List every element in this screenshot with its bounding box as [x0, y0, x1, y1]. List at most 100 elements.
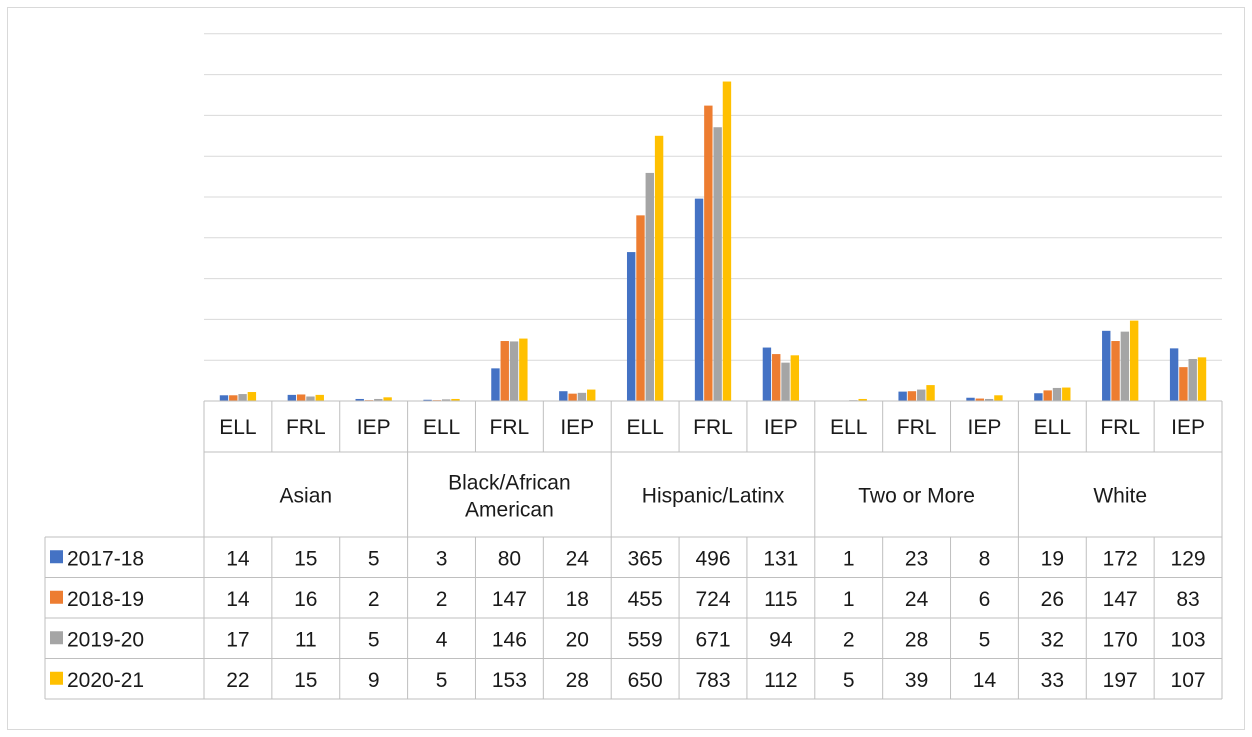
legend-swatch-2020-21 [50, 671, 63, 685]
data-table-value: 131 [763, 547, 798, 570]
group-label: Black/African [448, 472, 571, 495]
bar-2017-18-Hispanic/Latinx IEP [762, 347, 772, 401]
data-table-value: 17 [226, 628, 249, 651]
data-table-value: 94 [769, 628, 793, 651]
data-table-value: 24 [566, 547, 590, 570]
tick-label-ell: ELL [423, 416, 460, 439]
tick-label-frl: FRL [286, 416, 326, 439]
data-table-value: 19 [1041, 547, 1064, 570]
data-table-value: 5 [368, 547, 380, 570]
bar-2019-20-Hispanic/Latinx FRL [713, 127, 722, 402]
data-table-value: 5 [843, 669, 855, 692]
bar-2020-21-Two or More ELL [858, 398, 867, 401]
bar-2017-18-White FRL [1102, 330, 1111, 401]
bar-2019-20-Asian FRL [306, 396, 315, 401]
data-table-value: 455 [628, 588, 663, 611]
bar-2020-21-White IEP [1197, 357, 1207, 401]
data-table-value: 18 [566, 588, 589, 611]
tick-label-ell: ELL [1034, 416, 1071, 439]
bar-2017-18-White ELL [1034, 393, 1043, 401]
bar-2018-19-White IEP [1179, 367, 1188, 401]
bar-2017-18-Asian ELL [219, 395, 229, 401]
bar-2019-20-Hispanic/Latinx ELL [645, 172, 654, 401]
data-table-value: 15 [294, 669, 317, 692]
data-table-value: 146 [492, 628, 527, 651]
bar-2018-19-Black/African American FRL [500, 341, 509, 401]
data-table-value: 83 [1176, 588, 1199, 611]
bar-2019-20-Black/African American ELL [441, 399, 451, 401]
bar-2019-20-Asian IEP [374, 398, 383, 401]
data-table-value: 14 [973, 669, 997, 692]
data-table-value: 103 [1171, 628, 1206, 651]
bar-2019-20-Two or More FRL [917, 389, 926, 401]
data-table-value: 80 [498, 547, 521, 570]
data-table-value: 22 [226, 669, 249, 692]
data-table-value: 20 [566, 628, 589, 651]
bar-2020-21-Black/African American FRL [519, 338, 528, 401]
tick-label-frl: FRL [1100, 416, 1140, 439]
bar-2019-20-White ELL [1052, 387, 1062, 401]
bar-2018-19-Asian FRL [296, 394, 306, 401]
bar-2017-18-Black/African American IEP [559, 391, 568, 401]
tick-label-frl: FRL [897, 416, 937, 439]
data-table-value: 11 [295, 628, 317, 651]
data-table-value: 115 [764, 588, 797, 611]
legend-swatch-2019-20 [50, 631, 63, 645]
bar-2018-19-White FRL [1111, 341, 1120, 401]
bar-2017-18-Hispanic/Latinx FRL [694, 198, 704, 401]
tick-label-iep: IEP [764, 416, 798, 439]
data-table-value: 107 [1171, 669, 1206, 692]
bar-2019-20-Hispanic/Latinx IEP [781, 362, 790, 401]
data-table-value: 8 [979, 547, 991, 570]
data-table-value: 9 [368, 669, 380, 692]
bar-2019-20-Black/African American FRL [509, 341, 519, 401]
bar-2018-19-Hispanic/Latinx IEP [772, 354, 781, 401]
data-table-value: 172 [1103, 547, 1138, 570]
data-table-value: 559 [628, 628, 663, 651]
bar-2018-19-White ELL [1043, 390, 1052, 401]
bar-2019-20-Black/African American IEP [577, 392, 587, 401]
group-label: Hispanic/Latinx [642, 485, 785, 508]
bar-2018-19-Hispanic/Latinx FRL [704, 105, 713, 401]
bar-2017-18-Black/African American ELL [423, 399, 432, 401]
data-table-value: 112 [764, 669, 797, 692]
data-table-value: 496 [695, 547, 730, 570]
data-table-value: 5 [436, 669, 448, 692]
legend-label-2020-21: 2020-21 [67, 669, 144, 692]
data-table-value: 2 [843, 628, 855, 651]
bar-2020-21-Two or More IEP [994, 395, 1003, 401]
bar-2020-21-White ELL [1062, 387, 1071, 401]
data-table-value: 5 [368, 628, 380, 651]
group-label: White [1093, 485, 1147, 508]
bar-2017-18-White IEP [1169, 348, 1179, 401]
data-table-value: 724 [695, 588, 730, 611]
data-table-value: 28 [905, 628, 928, 651]
legend-label-2017-18: 2017-18 [67, 547, 144, 570]
bar-2020-21-Asian IEP [383, 397, 392, 401]
data-table-value: 5 [979, 628, 991, 651]
bar-2018-19-Two or More FRL [907, 391, 917, 401]
bar-2017-18-Asian FRL [287, 394, 297, 401]
data-table-value: 6 [979, 588, 991, 611]
data-table-value: 2 [368, 588, 380, 611]
legend-label-2018-19: 2018-19 [67, 588, 144, 611]
bar-2017-18-Asian IEP [355, 398, 364, 401]
data-table-value: 365 [628, 547, 663, 570]
bar-2017-18-Two or More IEP [966, 397, 975, 401]
bar-2020-21-Asian FRL [315, 394, 324, 401]
bar-2017-18-Hispanic/Latinx ELL [626, 252, 636, 401]
data-table-value: 1 [843, 547, 855, 570]
bar-2020-21-Black/African American IEP [587, 389, 596, 401]
tick-label-frl: FRL [490, 416, 530, 439]
data-table-value: 783 [695, 669, 730, 692]
tick-label-iep: IEP [560, 416, 594, 439]
data-table-value: 16 [294, 588, 317, 611]
bar-2019-20-Two or More IEP [984, 398, 994, 401]
bar-2020-21-Hispanic/Latinx FRL [722, 81, 732, 401]
data-table-value: 147 [1103, 588, 1138, 611]
group-label: American [465, 499, 554, 522]
data-table-value: 153 [492, 669, 527, 692]
tick-label-ell: ELL [830, 416, 867, 439]
